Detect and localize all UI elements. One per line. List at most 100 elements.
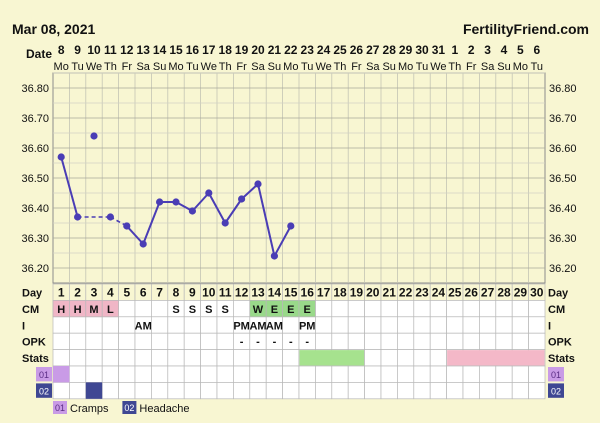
cycle-day-number: 6	[140, 286, 147, 300]
row-cell-s02	[167, 382, 185, 400]
date-number: 1	[451, 43, 458, 57]
symptom-legend: 01 Cramps 02 Headache	[53, 401, 190, 415]
cycle-day-number: 21	[383, 286, 397, 300]
weekday-label: Mo	[283, 61, 298, 73]
row-cell-s02	[462, 382, 480, 400]
row-cell-stats	[69, 349, 87, 367]
row-cell-s01	[364, 365, 382, 383]
symptom-code-box-right	[548, 383, 564, 398]
legend-code-box	[122, 401, 137, 414]
temperature-point	[90, 132, 98, 140]
cm-highlight	[101, 300, 119, 318]
temperature-grid	[52, 72, 546, 284]
row-cell-s01	[347, 365, 365, 383]
cm-value: L	[107, 304, 114, 316]
row-cell-stats	[233, 349, 251, 367]
y-tick-label: 36.70	[21, 113, 49, 125]
date-number: 18	[219, 43, 233, 57]
cycle-day-number: 3	[91, 286, 98, 300]
row-cell-cm	[462, 300, 480, 318]
row-cell-s01	[511, 365, 529, 383]
legend-code-box	[53, 401, 67, 414]
row-cell-s02	[249, 382, 267, 400]
row-cell-opk	[151, 332, 169, 350]
row-label-cm: CM	[22, 304, 39, 316]
row-cell-s02	[200, 382, 218, 400]
row-cell-stats	[85, 349, 103, 367]
row-cell-s01	[413, 365, 431, 383]
row-label-right-cm: CM	[548, 304, 565, 316]
row-cell-stats	[397, 349, 415, 367]
opk-value: -	[273, 336, 277, 348]
row-cell-opk	[331, 332, 349, 350]
weekday-label: Tu	[531, 61, 543, 73]
row-cell-i	[52, 316, 70, 334]
date-number: 13	[137, 43, 151, 57]
weekday-label: Tu	[71, 61, 83, 73]
row-cell-s02	[118, 382, 136, 400]
cycle-day-number: 15	[284, 286, 298, 300]
date-number: 2	[468, 43, 475, 57]
date-number: 11	[104, 43, 117, 57]
row-cell-s01	[298, 365, 316, 383]
date-number: 22	[284, 43, 298, 57]
row-cell-s01	[282, 365, 300, 383]
y-ticks-right: 36.20 36.30 36.40 36.50 36.60 36.70 36.80	[549, 83, 577, 275]
row-label-i: I	[22, 320, 25, 332]
weekday-label: Fr	[236, 61, 247, 73]
weekday-label: Tu	[186, 61, 198, 73]
cm-value: M	[89, 304, 98, 316]
row-cell-i	[183, 316, 201, 334]
row-cell-opk	[462, 332, 480, 350]
row-cell-stats	[134, 349, 152, 367]
row-cell-s02	[429, 382, 447, 400]
row-cell-i	[167, 316, 185, 334]
weekday-label: Fr	[351, 61, 362, 73]
row-label-right-stats: Stats	[548, 353, 575, 365]
legend-symptom-name: Cramps	[70, 403, 109, 415]
row-cell-s02	[265, 382, 283, 400]
row-cell-stats	[429, 349, 447, 367]
temperature-point	[74, 213, 82, 221]
row-cell-opk	[446, 332, 464, 350]
row-cell-cm	[397, 300, 415, 318]
row-cell-opk	[134, 332, 152, 350]
row-cell-opk	[364, 332, 382, 350]
date-number: 5	[517, 43, 524, 57]
row-cell-i	[462, 316, 480, 334]
weekday-label: Th	[104, 61, 117, 73]
weekday-label: Th	[334, 61, 347, 73]
date-number: 23	[301, 43, 315, 57]
legend-code: 01	[55, 403, 65, 413]
cycle-day-number: 13	[251, 286, 265, 300]
y-tick-label: 36.40	[549, 203, 577, 215]
row-cell-opk	[397, 332, 415, 350]
date-number: 24	[317, 43, 331, 57]
row-cell-stats	[200, 349, 218, 367]
cycle-day-number: 27	[481, 286, 495, 300]
row-cell-s02	[298, 382, 316, 400]
temperature-point	[156, 198, 164, 206]
row-cell-s01	[249, 365, 267, 383]
temperature-point	[57, 153, 65, 161]
row-cell-stats	[101, 349, 119, 367]
weekday-label: Sa	[366, 61, 380, 73]
row-cell-s02	[101, 382, 119, 400]
row-cell-cm	[446, 300, 464, 318]
row-label-day: Day	[22, 288, 43, 300]
temperature-point	[287, 222, 295, 230]
row-cell-s01	[265, 365, 283, 383]
row-cell-cm	[118, 300, 136, 318]
row-cell-cm	[479, 300, 497, 318]
symptom-code-box	[36, 367, 52, 382]
row-cell-opk	[528, 332, 546, 350]
stats-range	[447, 350, 545, 366]
cycle-day-number: 30	[530, 286, 544, 300]
symptom-mark	[53, 366, 70, 383]
row-cell-opk	[167, 332, 185, 350]
row-cell-stats	[364, 349, 382, 367]
y-tick-label: 36.20	[21, 263, 49, 275]
row-cell-i	[282, 316, 300, 334]
cm-value: S	[189, 304, 196, 316]
